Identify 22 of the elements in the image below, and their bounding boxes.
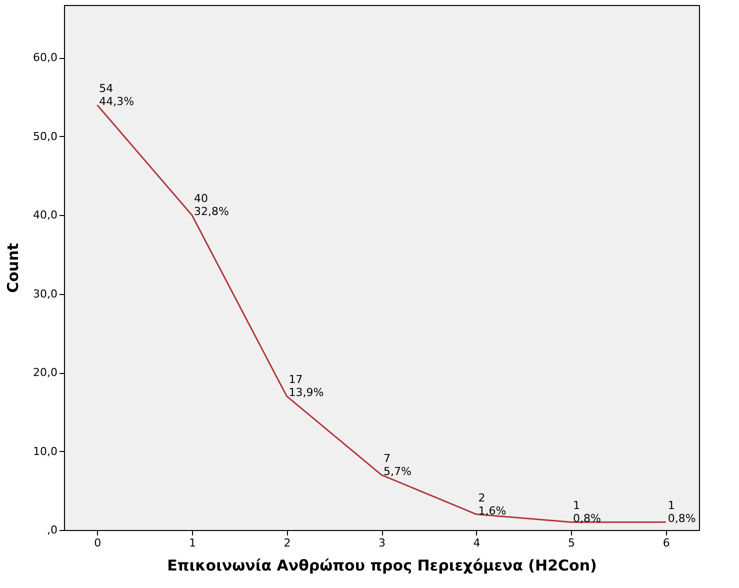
data-label: 1 0,8% bbox=[668, 499, 696, 526]
y-tick-label: 20,0 bbox=[33, 366, 58, 380]
x-tick-label: 6 bbox=[662, 536, 670, 550]
x-tick-label: 5 bbox=[568, 536, 576, 550]
y-tick-label: 40,0 bbox=[33, 208, 58, 222]
y-tick-label: 60,0 bbox=[33, 51, 58, 64]
y-tick-label: 30,0 bbox=[33, 287, 58, 300]
data-label: 54 44,3% bbox=[99, 82, 134, 108]
data-label: 7 5,7% bbox=[384, 452, 412, 478]
y-tick-label: 10,0 bbox=[33, 444, 58, 458]
x-tick-label: 1 bbox=[188, 536, 196, 550]
y-tick-label: 50,0 bbox=[33, 130, 58, 143]
y-tick-label: ,0 bbox=[47, 524, 58, 536]
x-axis-title: Επικοινωνία Ανθρώπου προς Περιεχόμενα (H2Con) bbox=[167, 556, 597, 574]
x-tick-label: 0 bbox=[94, 536, 102, 550]
y-axis-title: Count bbox=[4, 243, 22, 293]
data-label: 40 32,8% bbox=[194, 192, 229, 218]
x-tick-label: 4 bbox=[473, 536, 480, 550]
data-label: 2 1,6% bbox=[478, 491, 506, 518]
x-tick-label: 3 bbox=[378, 536, 386, 550]
data-label: 17 13,9% bbox=[288, 373, 324, 400]
x-tick-label: 2 bbox=[284, 536, 291, 550]
